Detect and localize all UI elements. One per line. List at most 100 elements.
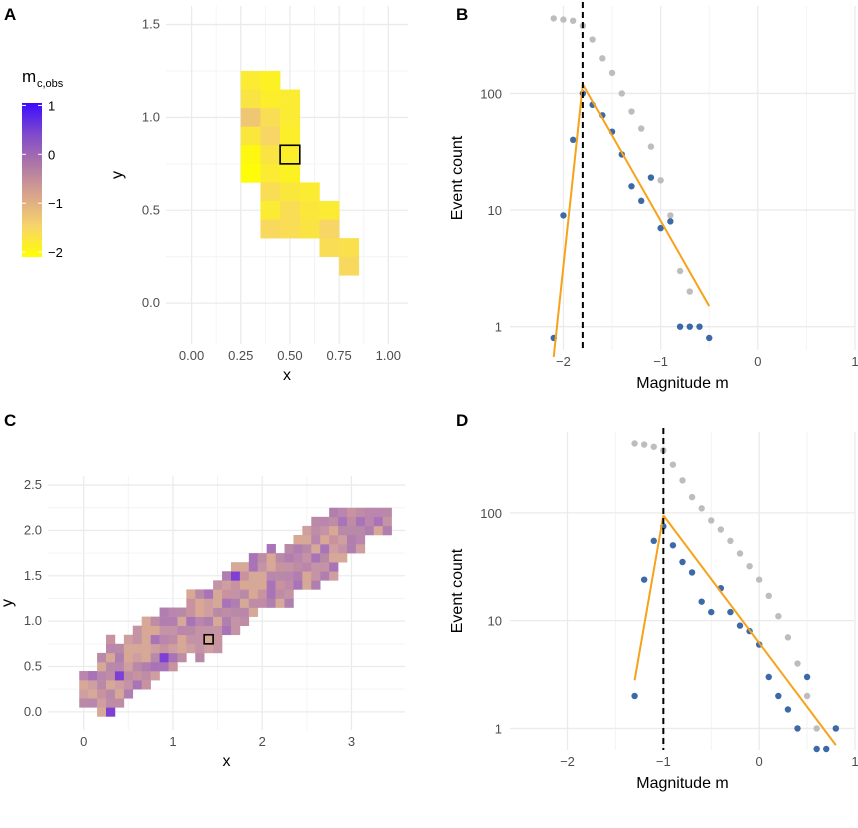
heatmap-cell [123, 652, 134, 663]
heatmap-cell [320, 534, 330, 545]
heatmap-cell [195, 625, 205, 636]
cumulative-point [727, 537, 734, 545]
heatmap-cell [239, 589, 250, 599]
heatmap-cell [106, 634, 116, 645]
heatmap-cell [355, 525, 366, 536]
y-tick-label: 1.5 [24, 568, 42, 583]
cumulative-point [698, 505, 705, 512]
fit-line [582, 83, 711, 307]
cumulative-point [647, 143, 655, 150]
heatmap-cell [159, 643, 169, 654]
heatmap-cell [260, 71, 281, 90]
heatmap-cell [382, 507, 392, 518]
heatmap-cell [240, 126, 261, 146]
heatmap-cell [177, 625, 187, 636]
heatmap-cell [88, 689, 98, 699]
cumulative-point [676, 267, 684, 275]
x-tick-label: −1 [656, 754, 671, 769]
x-tick-label: 0.00 [179, 348, 204, 363]
event-count-point [686, 323, 693, 330]
heatmap-cell [320, 571, 330, 581]
heatmap-cell [79, 698, 89, 708]
heatmap-cell [123, 680, 134, 690]
heatmap-cell [329, 553, 339, 563]
heatmap-cell [240, 163, 261, 183]
event-count-point [637, 197, 645, 205]
heatmap-cell [248, 571, 259, 581]
heatmap-cell [106, 698, 116, 708]
heatmap-cell [123, 661, 134, 672]
cumulative-point [631, 440, 638, 447]
heatmap-cell [260, 163, 281, 183]
heatmap-cell [186, 589, 196, 599]
x-axis-label: Magnitude m [636, 375, 729, 392]
heatmap-cell [338, 516, 348, 527]
heatmap-cell [168, 625, 178, 636]
heatmap-cell [248, 598, 259, 608]
event-count-point [813, 745, 820, 753]
cumulative-point [717, 526, 725, 533]
x-axis-label: x [223, 753, 231, 770]
event-count-point [628, 183, 635, 190]
event-count-point [832, 725, 840, 732]
heatmap-cell [260, 108, 281, 128]
heatmap-cell [338, 544, 348, 554]
heatmap-cell [257, 553, 267, 563]
selected-cell-marker [203, 633, 214, 645]
heatmap-cell [150, 625, 160, 636]
heatmap-cell [373, 525, 383, 536]
heatmap-cell [114, 671, 125, 681]
y-tick-label: 1 [495, 721, 502, 736]
y-tick-label: 1.0 [142, 109, 160, 124]
heatmap-cell [195, 634, 205, 645]
heatmap-cell [239, 607, 250, 617]
heatmap-cell [346, 525, 357, 536]
event-count-point [650, 537, 657, 545]
heatmap-cell [280, 219, 301, 239]
heatmap-cell [230, 562, 241, 572]
heatmap-cell [260, 182, 281, 202]
heatmap-cell [150, 616, 160, 626]
panel-label-a: A [4, 5, 16, 24]
heatmap-cell [97, 698, 107, 708]
cumulative-point [608, 69, 616, 77]
cumulative-point [746, 562, 753, 570]
cumulative-point [736, 550, 744, 557]
x-axis-label: x [283, 367, 291, 384]
panel-a-colorbar: m c,obs 1 0 −1 −2 [22, 67, 64, 260]
x-tick-label: 1 [851, 754, 858, 769]
event-count-point [696, 323, 703, 330]
heatmap-cell [302, 580, 312, 590]
heatmap-cell [123, 643, 134, 654]
heatmap-cell [311, 525, 321, 536]
heatmap-cell [204, 625, 214, 636]
heatmap-cell [284, 544, 294, 554]
x-tick-label: −1 [653, 354, 668, 369]
heatmap-cell [355, 544, 366, 554]
x-tick-label: 0 [754, 354, 761, 369]
heatmap-cell [114, 652, 125, 663]
heatmap-cell [97, 707, 107, 717]
heatmap-cell [260, 89, 281, 109]
heatmap-cell [319, 219, 340, 239]
heatmap-cell [141, 661, 151, 672]
y-tick-label: 0.5 [142, 202, 160, 217]
heatmap-cell [346, 507, 357, 518]
panel-label-c: C [4, 411, 16, 430]
event-count-point [736, 622, 744, 629]
heatmap-cell [150, 652, 160, 663]
heatmap-cell [168, 652, 178, 663]
event-count-point [569, 136, 577, 144]
heatmap-cell [280, 89, 301, 109]
heatmap-cell [240, 108, 261, 128]
heatmap-cell [132, 643, 143, 654]
heatmap-cell [311, 553, 321, 563]
event-count-point [676, 323, 684, 330]
heatmap-cell [213, 580, 223, 590]
heatmap-cell [299, 182, 320, 202]
heatmap-cell [319, 238, 340, 258]
heatmap-cell [159, 634, 169, 645]
heatmap-cell [299, 219, 320, 239]
event-count-point [640, 576, 648, 583]
heatmap-cell [338, 507, 348, 518]
